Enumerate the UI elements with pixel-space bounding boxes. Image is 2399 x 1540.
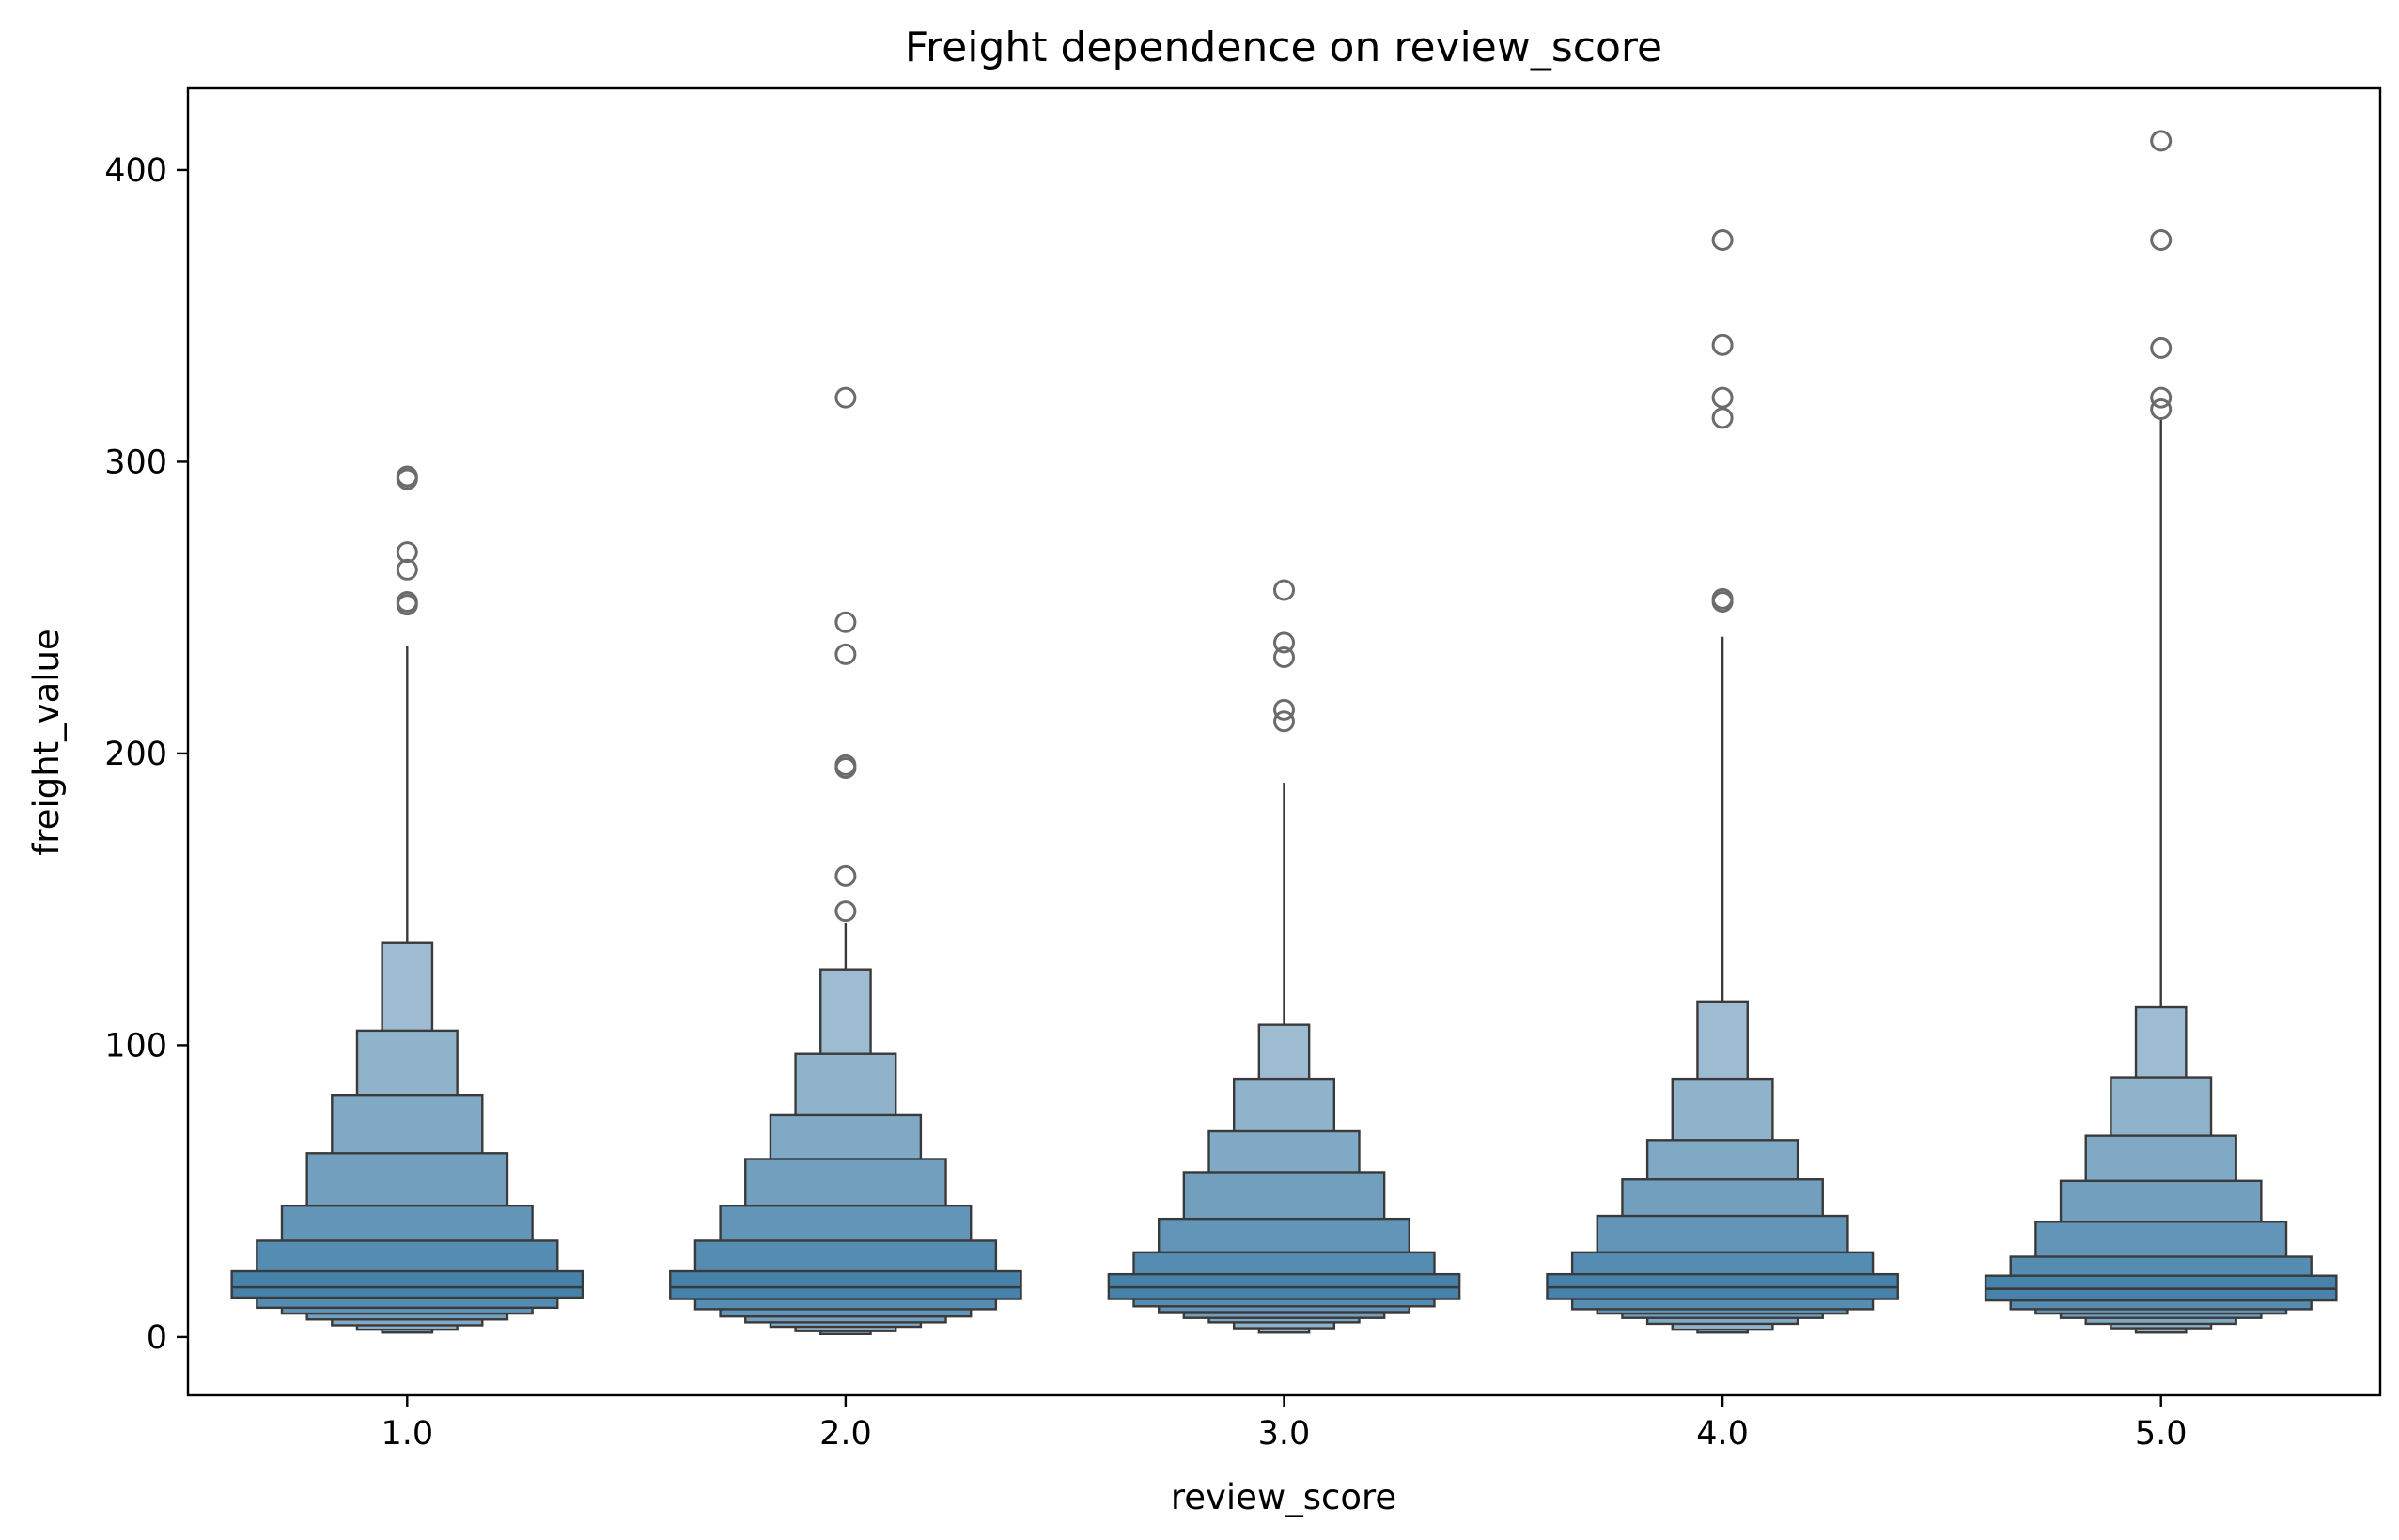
outlier-point [2150,386,2173,409]
box-group-4 [1546,228,1899,1334]
outlier-point [396,590,418,613]
outlier-point [834,864,857,887]
outlier-point [2150,130,2173,152]
outlier-point [1273,579,1295,601]
box-level-1 [669,1269,1022,1300]
y-tick-label: 400 [104,152,167,190]
outlier-point [1711,386,1734,409]
box-level-1 [230,1269,584,1299]
outlier-point [1711,334,1734,356]
x-axis: 1.0 2.0 3.0 4.0 5.0 [381,1395,2188,1453]
outlier-point [834,643,857,665]
box-group-3 [1107,579,1461,1334]
box-group-1 [230,465,584,1334]
outlier-point [1711,407,1734,429]
chart-title: Freight dependence on review_score [905,23,1662,71]
outlier-point [1711,228,1734,251]
outlier-point [1273,646,1295,668]
outlier-point [396,541,418,564]
outlier-point [834,611,857,633]
box-group-5 [1984,130,2338,1334]
y-tick-label: 100 [104,1027,167,1065]
outlier-point [1273,710,1295,733]
y-tick-label: 300 [104,443,167,481]
y-axis: 0 100 200 300 400 [104,152,188,1357]
y-tick-label: 0 [147,1319,167,1357]
plot-frame [186,86,2382,1397]
x-tick-label: 5.0 [2135,1415,2188,1453]
y-axis-label: freight_value [26,629,67,855]
x-axis-label: review_score [1171,1477,1396,1517]
outlier-point [1711,587,1734,610]
x-tick-label: 4.0 [1696,1415,1749,1453]
outlier-point [2150,228,2173,251]
outlier-point [834,900,857,923]
x-tick-label: 1.0 [381,1415,433,1453]
outlier-point [2150,336,2173,359]
outlier-point [834,386,857,409]
x-tick-label: 2.0 [819,1415,872,1453]
outlier-point [834,754,857,776]
x-tick-label: 3.0 [1258,1415,1311,1453]
outlier-point [2150,398,2173,421]
outlier-point [1273,698,1295,721]
outlier-point [1273,631,1295,654]
y-tick-label: 200 [104,736,167,773]
outlier-point [396,558,418,581]
box-group-2 [669,386,1022,1335]
plot-marks [230,130,2338,1335]
outlier-point [396,465,418,488]
